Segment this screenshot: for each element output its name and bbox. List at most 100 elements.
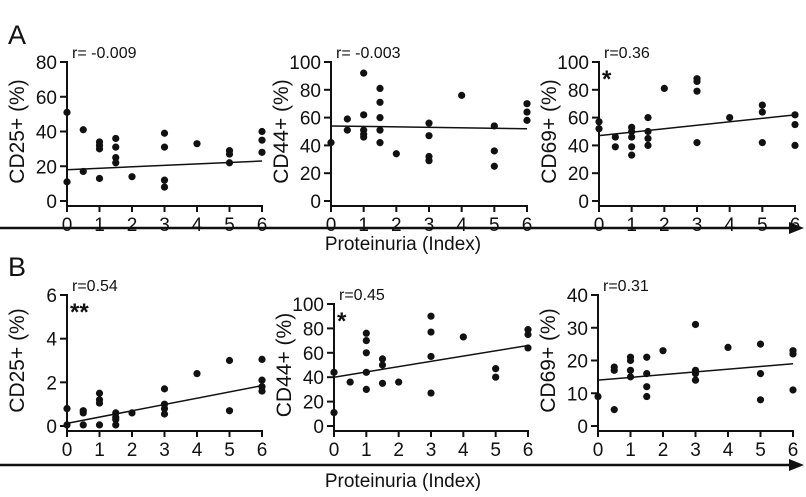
data-point — [789, 386, 797, 394]
data-point — [492, 365, 500, 373]
data-point — [95, 389, 104, 397]
data-point — [378, 379, 387, 387]
y-tick-label: 4 — [46, 330, 57, 351]
x-tick-label: 4 — [192, 440, 203, 461]
data-point — [659, 347, 667, 355]
data-point — [691, 376, 700, 384]
y-tick-label: 80 — [303, 319, 324, 340]
x-tick-label: 1 — [94, 215, 105, 236]
data-point — [376, 98, 384, 106]
x-tick-label: 6 — [257, 440, 268, 461]
data-point — [63, 404, 71, 413]
x-tick-label: 0 — [329, 440, 340, 461]
correlation-label: r= -0.009 — [72, 45, 137, 62]
data-point — [644, 134, 652, 143]
data-point — [643, 392, 651, 401]
x-tick-label: 2 — [391, 215, 402, 236]
data-point — [628, 127, 636, 136]
data-point — [595, 125, 603, 133]
data-point — [258, 148, 266, 156]
data-point — [193, 140, 201, 148]
x-tick-label: 6 — [523, 440, 534, 461]
data-point — [644, 114, 652, 122]
data-point — [225, 356, 234, 365]
y-axis-label: CD69+ (%) — [537, 308, 560, 412]
data-point — [523, 116, 531, 124]
data-point — [258, 127, 266, 136]
data-point — [112, 415, 120, 424]
y-tick-label: 40 — [567, 286, 588, 307]
x-tick-label: 6 — [790, 215, 801, 236]
data-point — [95, 399, 104, 407]
data-point — [425, 132, 433, 140]
x-tick-label: 2 — [127, 440, 138, 461]
x-tick-label: 3 — [159, 215, 170, 236]
data-point — [360, 133, 368, 141]
data-point — [523, 108, 531, 116]
data-point — [258, 376, 266, 384]
y-tick-label: 100 — [292, 295, 324, 316]
data-point — [643, 370, 651, 378]
x-tick-label: 4 — [723, 440, 734, 461]
x-tick-label: 6 — [257, 215, 268, 236]
x-axis-title-b: Proteinuria (Index) — [325, 471, 481, 492]
data-point — [362, 337, 370, 345]
y-axis-label: CD44+ (%) — [270, 79, 293, 183]
x-tick-label: 1 — [626, 215, 637, 236]
data-point — [458, 91, 466, 99]
x-tick-label: 1 — [625, 440, 636, 461]
data-point — [594, 392, 602, 401]
y-tick-label: 6 — [46, 286, 57, 307]
data-point — [225, 407, 234, 415]
y-tick-label: 60 — [36, 88, 57, 109]
y-tick-label: 30 — [567, 319, 588, 340]
data-point — [112, 159, 120, 167]
data-point — [362, 385, 370, 393]
data-point — [376, 84, 384, 93]
y-tick-label: 60 — [568, 109, 589, 130]
y-tick-label: 2 — [46, 373, 57, 394]
data-point — [330, 368, 338, 376]
x-tick-label: 0 — [62, 215, 73, 236]
data-point — [160, 410, 169, 418]
data-point — [160, 143, 169, 151]
data-point — [425, 119, 433, 127]
x-tick-label: 4 — [192, 215, 203, 236]
data-point — [160, 176, 169, 184]
data-point — [644, 127, 652, 136]
data-point — [362, 368, 370, 376]
data-point — [524, 330, 532, 339]
data-point — [378, 361, 387, 369]
data-point — [758, 101, 766, 109]
data-point — [626, 356, 635, 365]
data-point — [628, 133, 636, 141]
data-point — [758, 139, 766, 147]
significance-marker: * — [602, 66, 612, 93]
data-point — [376, 114, 384, 122]
x-tick-label: 3 — [690, 440, 701, 461]
data-point — [160, 404, 169, 413]
x-tick-label: 3 — [159, 440, 170, 461]
data-point — [327, 139, 335, 147]
correlation-label: r=0.54 — [72, 278, 118, 295]
data-point — [490, 147, 498, 155]
data-point — [425, 157, 433, 165]
significance-marker: ** — [70, 299, 89, 326]
data-point — [330, 408, 338, 417]
data-point — [362, 349, 370, 357]
x-tick-label: 5 — [224, 440, 235, 461]
data-point — [789, 350, 797, 358]
x-axis-title-a: Proteinuria (Index) — [325, 234, 481, 255]
data-point — [490, 122, 498, 130]
data-point — [427, 389, 435, 397]
data-point — [693, 139, 701, 147]
y-tick-label: 0 — [313, 417, 324, 438]
data-point — [79, 126, 87, 134]
x-tick-label: 5 — [490, 440, 501, 461]
x-tick-label: 5 — [757, 215, 768, 236]
y-tick-label: 40 — [303, 368, 324, 389]
data-point — [626, 373, 635, 381]
